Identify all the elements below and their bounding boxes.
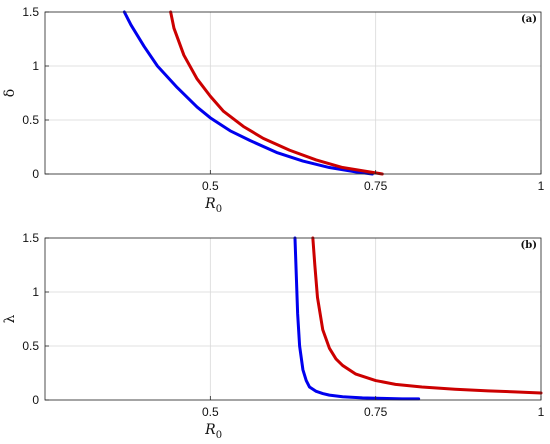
series-line-2: [169, 10, 384, 176]
y-tick-label: 0: [32, 393, 39, 407]
y-tick-label: 1: [32, 285, 39, 299]
x-tick-label: 0.75: [364, 405, 388, 419]
y-tick-label: 1: [32, 59, 39, 73]
panel-tag: (b): [521, 240, 537, 251]
x-axis-label: R0: [204, 196, 222, 215]
y-tick-label: 1.5: [22, 231, 39, 245]
plot-frame: [44, 11, 542, 175]
series-line-2: [311, 236, 543, 395]
y-tick-label: 0.5: [22, 113, 39, 127]
y-tick-label: 0: [32, 167, 39, 181]
series-line-1: [122, 10, 374, 176]
panel-a: 0.5 0.75 1 0 0.5 1 1.5 (a) R0 δ: [2, 5, 545, 215]
x-tick-label: 0.5: [202, 405, 219, 419]
plot-frame: [44, 237, 542, 401]
panel-tag: (a): [521, 14, 537, 25]
y-tick-label: 1.5: [22, 5, 39, 19]
y-axis-label: δ: [2, 89, 18, 97]
x-axis-label: R0: [204, 422, 222, 441]
x-tick-label: 0.75: [364, 179, 388, 193]
y-tick-label: 0.5: [22, 339, 39, 353]
x-tick-label: 1: [538, 405, 545, 419]
panel-b: 0.5 0.75 1 0 0.5 1 1.5 (b) R0 λ: [2, 231, 545, 441]
x-tick-label: 1: [538, 179, 545, 193]
y-axis-label: λ: [2, 314, 18, 323]
x-tick-label: 0.5: [202, 179, 219, 193]
